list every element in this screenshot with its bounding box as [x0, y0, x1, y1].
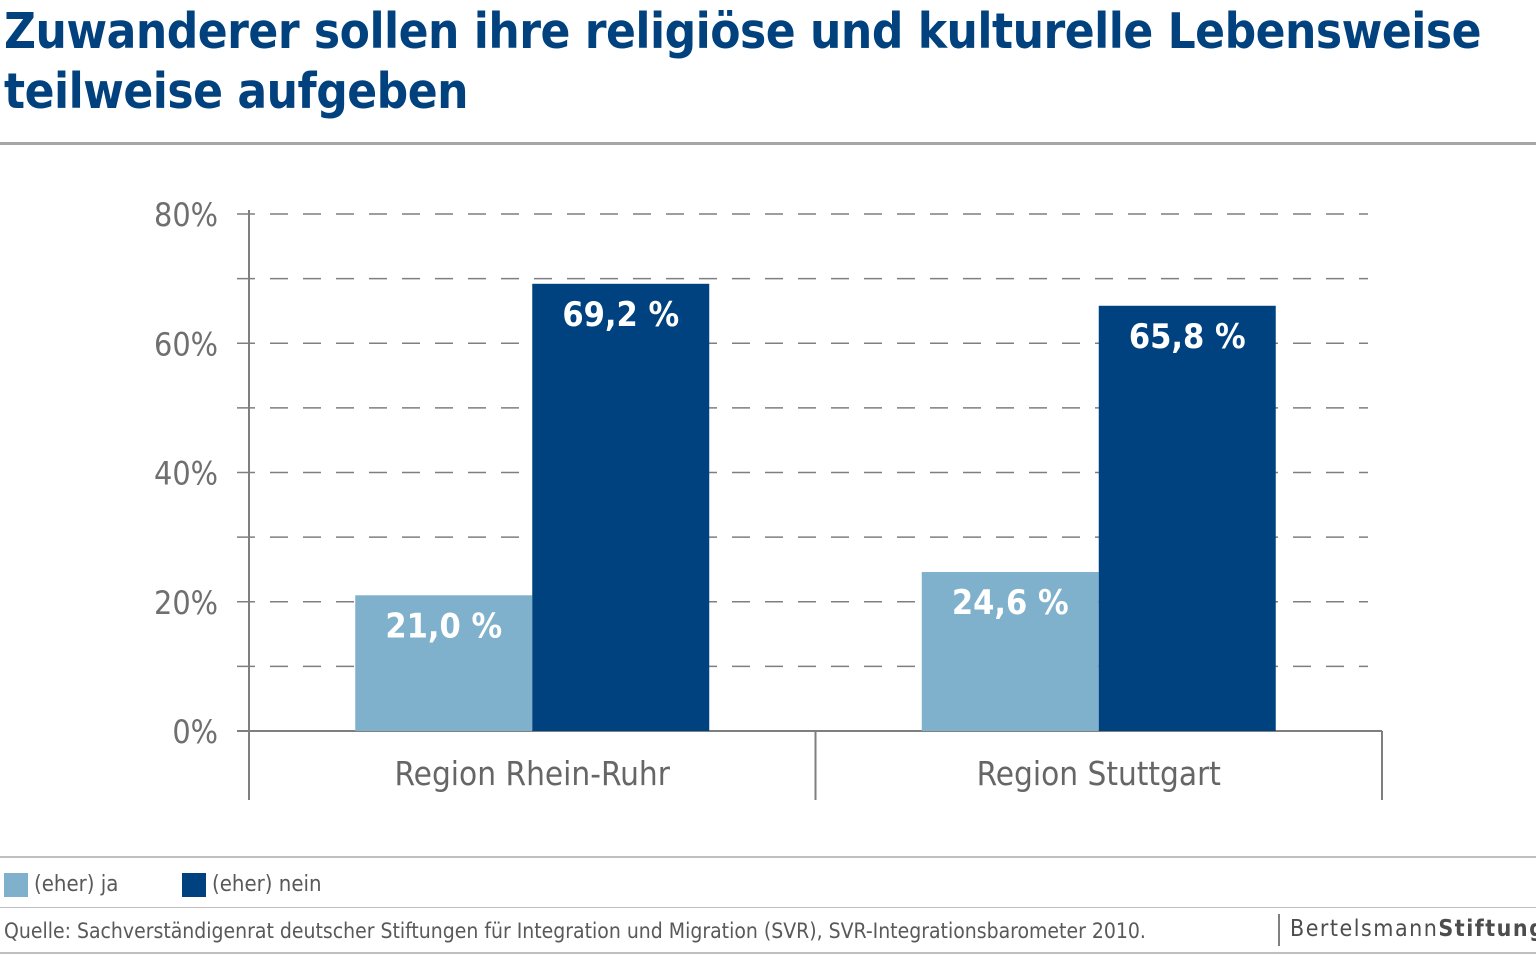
brand-logo: BertelsmannStiftung: [1290, 916, 1536, 942]
bar-value-label: 69,2 %: [562, 295, 679, 335]
bar-chart: 0% 20% 40% 60% 80% Region Rhein-Ruhr Region S…: [154, 196, 1383, 800]
legend-swatch-ja: [4, 872, 28, 897]
bar-value-label: 65,8 %: [1129, 317, 1246, 357]
bottom-divider: [0, 952, 1536, 954]
legend-label-nein: (eher) nein: [212, 872, 322, 897]
y-tick-labels: 0% 20% 40% 60% 80%: [154, 196, 218, 751]
bar: [355, 595, 533, 731]
legend-label-ja: (eher) ja: [34, 872, 119, 897]
legend-item-ja: (eher) ja: [4, 872, 118, 897]
category-labels: Region Rhein-Ruhr Region Stuttgart: [395, 754, 1221, 793]
y-tick-label: 20%: [154, 584, 218, 622]
legend-swatch-nein: [182, 872, 206, 897]
value-labels: 21,0 % 69,2 % 24,6 % 65,8 %: [385, 295, 1245, 646]
category-label: Region Rhein-Ruhr: [395, 754, 671, 793]
source-note: Quelle: Sachverständigenrat deutscher St…: [4, 919, 1146, 943]
title-divider: [0, 142, 1536, 145]
y-tick-label: 80%: [154, 196, 218, 234]
gridlines: [237, 213, 1368, 668]
brand-separator: [1278, 914, 1280, 946]
bar-value-label: 24,6 %: [952, 583, 1069, 623]
bars: [355, 283, 1276, 731]
bar: [532, 283, 710, 731]
brand-name-part1: Bertelsmann: [1290, 916, 1439, 942]
category-label: Region Stuttgart: [977, 754, 1221, 793]
bar: [1098, 305, 1276, 731]
brand-name-part2: Stiftung: [1438, 916, 1536, 942]
chart-title: Zuwanderer sollen ihre religiöse und kul…: [4, 3, 1482, 120]
y-tick-label: 0%: [172, 713, 218, 751]
bar: [921, 572, 1099, 731]
y-tick-label: 60%: [154, 325, 218, 363]
legend-item-nein: (eher) nein: [182, 872, 322, 897]
legend-divider: [0, 856, 1536, 858]
y-tick-label: 40%: [154, 455, 218, 493]
bar-value-label: 21,0 %: [385, 606, 502, 646]
source-divider: [0, 907, 1536, 908]
